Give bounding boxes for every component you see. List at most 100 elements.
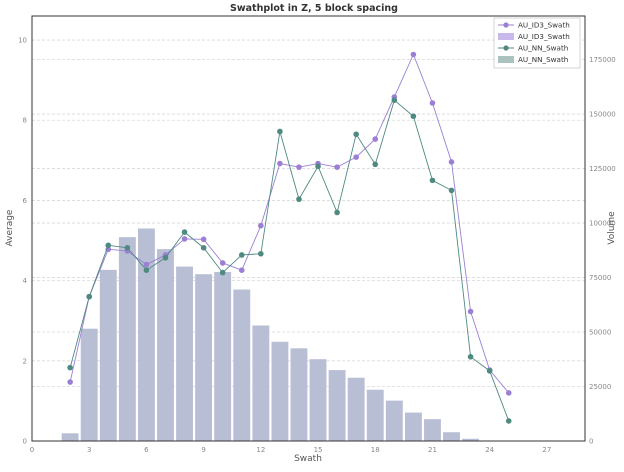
series-point [200, 236, 207, 243]
series-point [219, 269, 226, 276]
series-point [448, 187, 455, 194]
series-point [391, 97, 398, 103]
series-point [277, 160, 283, 167]
series-point [67, 364, 73, 371]
series-point [296, 164, 302, 170]
series-point [162, 254, 169, 261]
legend-label: AU_NN_Swath [518, 55, 568, 64]
x-tick-label: 21 [428, 446, 437, 454]
volume-bar [366, 389, 384, 441]
series-point [372, 161, 379, 168]
series-point [505, 418, 512, 424]
series-point [181, 236, 188, 242]
series-point [410, 51, 417, 58]
volume-bar [118, 237, 136, 441]
volume-bar [347, 377, 365, 441]
legend-bar-swatch [498, 56, 514, 63]
y-right-tick-label: 150000 [589, 111, 616, 119]
y-axis-right-label: Volume [607, 211, 617, 245]
y-right-tick-label: 25000 [589, 383, 611, 391]
volume-bar [195, 274, 213, 441]
series-point [486, 368, 493, 374]
x-tick-label: 6 [144, 446, 149, 454]
y-left-tick-label: 10 [18, 37, 27, 45]
axis-ticks: 0 3 6 9 12 15 18 21 24 27024681002500050000750001… [18, 37, 616, 454]
series-point [448, 159, 455, 165]
x-tick-label: 18 [371, 446, 380, 454]
series-point [181, 229, 188, 235]
x-tick-label: 15 [314, 446, 323, 454]
volume-bar [138, 228, 155, 441]
x-tick-label: 27 [542, 446, 551, 454]
volume-bar [309, 359, 327, 441]
x-axis-label: Swath [294, 454, 322, 464]
y-right-tick-label: 175000 [589, 56, 616, 64]
volume-bar [424, 419, 441, 441]
volume-bar [252, 325, 270, 441]
series-point [467, 308, 474, 315]
series-point [67, 379, 73, 385]
y-left-tick-label: 8 [23, 117, 27, 125]
volume-bar [214, 272, 232, 441]
volume-bar [290, 348, 308, 441]
series-point [200, 244, 207, 251]
series-point [334, 209, 340, 216]
y-right-tick-label: 125000 [589, 165, 616, 173]
chart-title: Swathplot in Z, 5 block spacing [230, 3, 398, 14]
series-point [296, 196, 302, 203]
y-right-tick-label: 0 [589, 438, 593, 446]
volume-bar [176, 266, 193, 441]
series-point [467, 354, 474, 360]
legend-marker-swatch [503, 22, 509, 28]
series-point [86, 293, 93, 300]
y-left-tick-label: 2 [23, 357, 27, 365]
series-point [105, 242, 112, 249]
y-right-tick-label: 75000 [589, 274, 611, 282]
x-tick-label: 3 [87, 446, 91, 454]
series-point [372, 136, 379, 142]
series-point [143, 267, 150, 273]
series-point [429, 177, 436, 184]
volume-bar [233, 289, 251, 441]
average-lines [67, 51, 512, 424]
x-tick-label: 12 [256, 446, 265, 454]
legend-label: AU_ID3_Swath [518, 32, 570, 41]
series-point [238, 267, 245, 273]
series-point [429, 100, 436, 106]
volume-bar [61, 433, 79, 441]
x-tick-label: 9 [201, 446, 205, 454]
legend: AU_ID3_Swath AU_ID3_Swath AU_NN_Swath AU_NN… [493, 17, 581, 69]
series-point [353, 131, 359, 138]
series-line [69, 99, 510, 422]
legend-label: AU_ID3_Swath [518, 21, 570, 30]
y-left-tick-label: 6 [23, 197, 28, 205]
series-point [258, 250, 264, 257]
volume-bar [443, 432, 460, 441]
series-point [219, 260, 226, 266]
volume-bar [157, 249, 174, 441]
series-point [505, 390, 512, 396]
y-axis-left-label: Average [5, 209, 15, 246]
x-tick-label: 24 [485, 446, 494, 454]
volume-bar [385, 400, 403, 441]
y-right-tick-label: 100000 [589, 220, 616, 228]
y-left-tick-label: 0 [23, 438, 27, 446]
plot-frame [31, 15, 586, 442]
y-left-tick-label: 4 [23, 277, 28, 285]
series-line [69, 53, 510, 394]
volume-bar [80, 328, 98, 441]
x-tick-label: 0 [30, 446, 34, 454]
volume-bar [271, 341, 289, 441]
volume-bar [404, 412, 422, 441]
legend-label: AU_NN_Swath [518, 44, 568, 53]
volume-bars [61, 228, 479, 441]
y-right-tick-label: 50000 [589, 329, 611, 337]
series-point [277, 128, 283, 135]
legend-marker-swatch [503, 45, 509, 51]
legend-bar-swatch [498, 33, 514, 40]
series-point [258, 222, 264, 229]
series-point [238, 252, 245, 258]
series-point [315, 163, 321, 170]
